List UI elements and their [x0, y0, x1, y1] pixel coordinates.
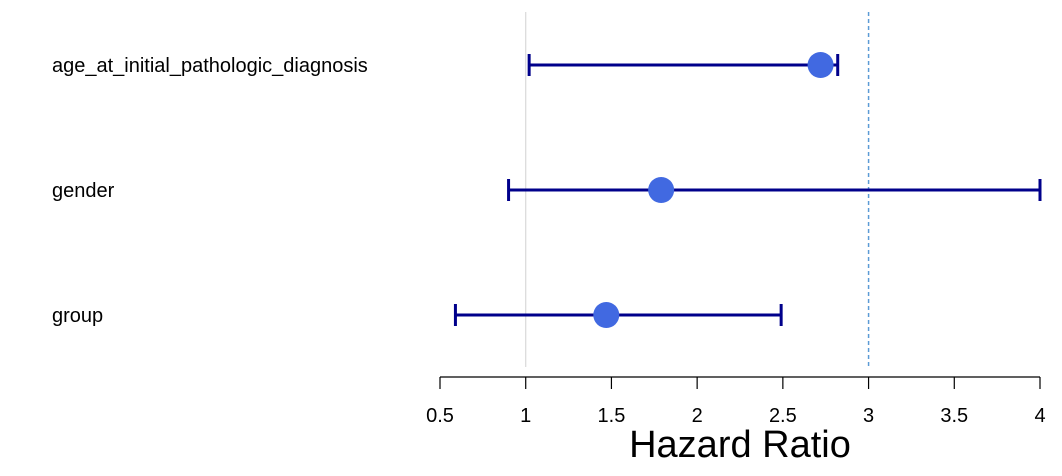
x-tick-label: 4	[1034, 405, 1045, 427]
x-tick-label: 0.5	[426, 405, 454, 427]
x-axis-ticks: 0.5 1 1.5 2 2.5 3 3.5 4	[426, 377, 1046, 427]
x-tick-label: 3	[863, 405, 874, 427]
row-label: age_at_initial_pathologic_diagnosis	[52, 55, 368, 77]
x-tick-label: 3.5	[940, 405, 968, 427]
hazard-ratio-point	[807, 52, 834, 78]
hazard-ratio-point	[593, 302, 620, 328]
plot-rows: age_at_initial_pathologic_diagnosisgende…	[52, 52, 1042, 328]
x-axis-title: Hazard Ratio	[629, 424, 851, 466]
x-axis: 0.5 1 1.5 2 2.5 3 3.5 4	[426, 376, 1046, 427]
x-tick-label: 2	[692, 405, 703, 427]
x-tick-label: 1.5	[598, 405, 626, 427]
forest-row: group	[52, 302, 783, 328]
row-label: gender	[52, 180, 115, 202]
forest-row: gender	[52, 177, 1042, 203]
hazard-ratio-point	[648, 177, 675, 203]
forest-row: age_at_initial_pathologic_diagnosis	[52, 52, 840, 78]
x-tick-label: 1	[520, 405, 531, 427]
x-tick-label: 2.5	[769, 405, 797, 427]
row-label: group	[52, 305, 103, 327]
